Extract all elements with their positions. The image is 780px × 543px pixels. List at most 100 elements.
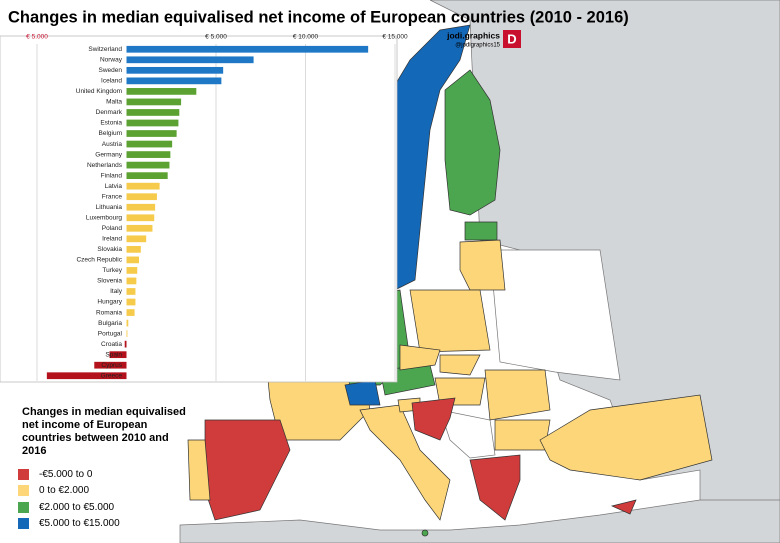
legend-item: 0 to €2.000 bbox=[18, 483, 188, 500]
legend-label: 0 to €2.000 bbox=[39, 485, 90, 497]
category-label: Croatia bbox=[101, 341, 122, 348]
category-label: Denmark bbox=[96, 109, 123, 116]
finland bbox=[444, 69, 501, 216]
category-label: Portugal bbox=[98, 330, 123, 337]
greece bbox=[469, 454, 521, 521]
malta bbox=[421, 529, 429, 537]
bar bbox=[126, 45, 369, 53]
chart-title: Changes in median equivalised net income… bbox=[8, 8, 629, 26]
bulgaria bbox=[494, 419, 551, 451]
portugal bbox=[187, 439, 211, 501]
legend: Changes in median equivalised net income… bbox=[18, 406, 188, 532]
category-label: Cyprus bbox=[101, 362, 122, 369]
bar bbox=[126, 245, 141, 253]
bar bbox=[126, 98, 182, 106]
category-label: Iceland bbox=[101, 78, 122, 85]
legend-item: -€5.000 to 0 bbox=[18, 466, 188, 483]
bar bbox=[94, 361, 127, 369]
legend-swatch bbox=[18, 468, 29, 480]
bar bbox=[126, 77, 222, 85]
bar bbox=[126, 319, 129, 327]
category-label: Sweden bbox=[99, 67, 123, 74]
bar-chart: € 5.000 € 5.000 € 10.000 € 15.000 Switzerlan… bbox=[26, 34, 408, 381]
land bbox=[179, 499, 780, 543]
no-data-country bbox=[439, 409, 496, 459]
category-label: Norway bbox=[100, 57, 123, 64]
category-label: Italy bbox=[110, 288, 123, 295]
category-label: Estonia bbox=[100, 120, 122, 127]
legend-label: -€5.000 to 0 bbox=[39, 468, 93, 480]
credit-name: jodi.graphics bbox=[446, 30, 500, 40]
bar bbox=[126, 56, 254, 64]
bar bbox=[126, 193, 157, 201]
category-label: Hungary bbox=[97, 299, 122, 306]
category-label: Romania bbox=[96, 309, 122, 316]
category-label: Czech Republic bbox=[76, 257, 122, 264]
bar bbox=[126, 203, 156, 211]
bar bbox=[109, 351, 127, 359]
estonia bbox=[464, 221, 498, 241]
category-label: Lithuania bbox=[96, 204, 123, 211]
legend-label: €2.000 to €5.000 bbox=[39, 501, 115, 513]
category-label: Bulgaria bbox=[98, 320, 122, 327]
bar bbox=[126, 182, 160, 190]
category-label: Slovenia bbox=[97, 278, 122, 285]
bar bbox=[126, 151, 171, 158]
credit-handle: @jodigraphics15 bbox=[455, 43, 500, 49]
x-tick-label: € 10.000 bbox=[293, 34, 319, 41]
chart-panel bbox=[0, 35, 398, 383]
bar bbox=[126, 330, 128, 337]
spain bbox=[204, 419, 291, 521]
legend-swatch bbox=[18, 485, 29, 497]
bar bbox=[126, 109, 180, 116]
x-tick-label: € 5.000 bbox=[26, 34, 48, 41]
romania bbox=[484, 369, 551, 421]
bar bbox=[126, 161, 170, 169]
bar bbox=[126, 288, 136, 295]
category-label: Austria bbox=[102, 141, 123, 148]
bar bbox=[126, 235, 147, 243]
x-tick-label: € 5.000 bbox=[205, 34, 227, 41]
category-label: United Kingdom bbox=[76, 88, 122, 95]
category-label: Switzerland bbox=[88, 46, 122, 53]
bar bbox=[126, 298, 136, 306]
bar bbox=[126, 224, 153, 232]
category-label: Luxembourg bbox=[86, 214, 123, 221]
bar bbox=[126, 140, 173, 148]
legend-swatch bbox=[18, 518, 29, 530]
legend-item: €2.000 to €5.000 bbox=[18, 499, 188, 516]
bar bbox=[126, 130, 177, 137]
bar bbox=[126, 277, 137, 285]
category-label: Slovakia bbox=[97, 246, 122, 253]
category-label: Malta bbox=[106, 99, 122, 106]
legend-items: -€5.000 to 0 0 to €2.000 €2.000 to €5.000 €… bbox=[18, 466, 188, 532]
logo-letter: D bbox=[507, 31, 516, 46]
czechia bbox=[399, 344, 441, 371]
slovakia bbox=[439, 354, 481, 376]
baltics bbox=[459, 239, 506, 291]
bar bbox=[126, 214, 155, 222]
category-label: Latvia bbox=[105, 183, 123, 190]
x-tick-label: € 15.000 bbox=[382, 34, 408, 41]
category-label: Poland bbox=[102, 225, 123, 232]
category-label: France bbox=[102, 193, 123, 200]
bar bbox=[126, 256, 140, 264]
category-label: Ireland bbox=[102, 236, 122, 243]
category-label: Spain bbox=[105, 351, 122, 358]
bar bbox=[126, 66, 224, 74]
bar bbox=[46, 372, 127, 380]
bar bbox=[124, 340, 127, 348]
cyprus bbox=[610, 499, 637, 515]
turkey bbox=[539, 394, 713, 481]
bar bbox=[126, 119, 179, 127]
legend-title: Changes in median equivalised net income… bbox=[22, 406, 186, 457]
category-label: Germany bbox=[95, 151, 122, 158]
category-label: Netherlands bbox=[87, 162, 123, 169]
category-label: Turkey bbox=[102, 267, 122, 274]
category-label: Greece bbox=[101, 372, 123, 379]
italy bbox=[359, 404, 451, 521]
category-label: Belgium bbox=[99, 130, 122, 137]
legend-swatch bbox=[18, 501, 29, 513]
